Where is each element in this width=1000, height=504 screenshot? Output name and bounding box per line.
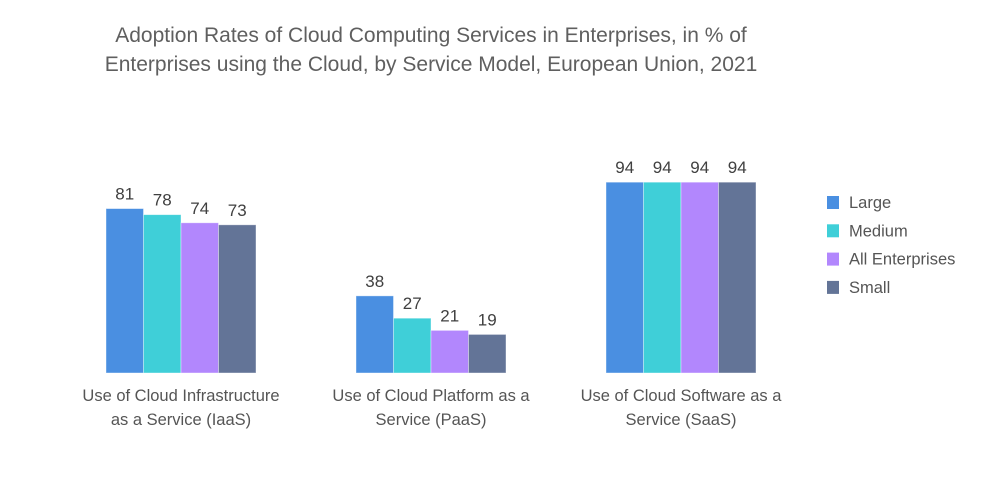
x-tick-label: as a Service (IaaS) [111, 411, 251, 429]
bar-medium-2 [643, 181, 682, 374]
chart-title: Adoption Rates of Cloud Computing Servic… [105, 24, 758, 76]
legend-item-large: Large [827, 194, 891, 212]
legend-label: All Enterprises [849, 251, 955, 269]
bar-all-enterprises-1 [430, 329, 469, 374]
value-label: 38 [365, 272, 384, 291]
bar-small-1 [468, 334, 507, 374]
chart-title-line-2: Enterprises using the Cloud, by Service … [105, 53, 758, 76]
legend-label: Large [849, 194, 891, 212]
value-label: 78 [153, 191, 172, 210]
value-label: 19 [478, 310, 497, 329]
x-tick-label: Use of Cloud Platform as a [332, 387, 530, 405]
bar-large-2 [605, 181, 644, 374]
chart-title-line-1: Adoption Rates of Cloud Computing Servic… [115, 24, 747, 47]
x-tick-label: Use of Cloud Software as a [581, 387, 783, 405]
legend-label: Small [849, 279, 890, 297]
value-labels-group: 81 78 74 73 38 27 21 19 94 94 94 94 [115, 158, 746, 329]
x-axis-labels: Use of Cloud Infrastructure as a Service … [82, 387, 782, 429]
bar-small-2 [718, 181, 757, 374]
bar-medium-0 [143, 214, 182, 374]
value-label: 94 [615, 158, 634, 177]
value-label: 74 [190, 199, 209, 218]
legend-swatch [827, 280, 839, 294]
value-label: 27 [403, 294, 422, 313]
value-label: 73 [228, 201, 247, 220]
legend-item-small: Small [827, 279, 890, 297]
x-tick-label: Service (PaaS) [376, 411, 487, 429]
bar-large-0 [105, 208, 144, 374]
legend: Large Medium All Enterprises Small [827, 194, 955, 297]
value-label: 21 [440, 306, 459, 325]
legend-item-all-enterprises: All Enterprises [827, 251, 955, 269]
bar-medium-1 [393, 317, 432, 374]
value-label: 81 [115, 185, 134, 204]
legend-swatch [827, 224, 839, 238]
bar-all-enterprises-0 [180, 222, 219, 374]
legend-swatch [827, 196, 839, 209]
x-tick-label: Use of Cloud Infrastructure [82, 387, 279, 405]
bar-large-1 [355, 295, 394, 374]
legend-swatch [827, 252, 839, 266]
x-tick-label: Service (SaaS) [626, 411, 737, 429]
value-label: 94 [690, 158, 709, 177]
value-label: 94 [728, 158, 747, 177]
legend-item-medium: Medium [827, 222, 908, 240]
bar-all-enterprises-2 [680, 181, 719, 374]
value-label: 94 [653, 158, 672, 177]
bar-small-0 [218, 224, 257, 374]
legend-label: Medium [849, 222, 908, 240]
bars-group [105, 181, 757, 374]
